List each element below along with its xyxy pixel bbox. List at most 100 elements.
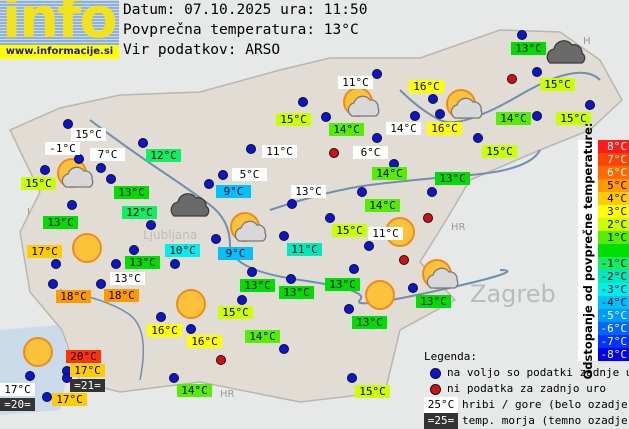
map-label-i: I xyxy=(27,207,30,218)
station-temperature: 18°C xyxy=(56,290,91,303)
station-dot-available[interactable] xyxy=(321,112,331,122)
station-dot-available[interactable] xyxy=(344,304,354,314)
station-dot-available[interactable] xyxy=(408,283,418,293)
station-dot-available[interactable] xyxy=(138,138,148,148)
scale-row: -3°C xyxy=(598,283,629,296)
station-dot-available[interactable] xyxy=(204,179,214,189)
station-dot-available[interactable] xyxy=(532,111,542,121)
station-dot-missing[interactable] xyxy=(423,213,433,223)
station-dot-available[interactable] xyxy=(42,392,52,402)
station-temperature: 15°C xyxy=(332,224,367,237)
station-dot-available[interactable] xyxy=(347,373,357,383)
station-temperature: 12°C xyxy=(146,149,181,162)
station-dot-available[interactable] xyxy=(473,133,483,143)
station-dot-available[interactable] xyxy=(349,264,359,274)
sun-icon xyxy=(171,284,211,328)
station-dot-available[interactable] xyxy=(63,119,73,129)
station-temperature: 15°C xyxy=(218,306,253,319)
scale-row: 4°C xyxy=(598,192,629,205)
station-dot-available[interactable] xyxy=(146,220,156,230)
station-temperature: 9°C xyxy=(216,185,251,198)
station-dot-available[interactable] xyxy=(106,174,116,184)
station-temperature: 14°C xyxy=(496,112,531,125)
station-dot-available[interactable] xyxy=(237,295,247,305)
station-dot-available[interactable] xyxy=(517,30,527,40)
legend-mountain-text: hribi / gore (belo ozadje) xyxy=(462,398,629,411)
station-dot-available[interactable] xyxy=(96,163,106,173)
station-dot-available[interactable] xyxy=(40,165,50,175)
station-dot-available[interactable] xyxy=(74,154,84,164)
station-dot-available[interactable] xyxy=(372,69,382,79)
data-source: Vir podatkov: ARSO xyxy=(123,42,281,58)
station-dot-missing[interactable] xyxy=(329,148,339,158)
station-temperature: 14°C xyxy=(365,199,400,212)
scale-row: -7°C xyxy=(598,335,629,348)
average-temperature: Povprečna temperatura: 13°C xyxy=(123,22,359,38)
station-dot-missing[interactable] xyxy=(216,355,226,365)
station-dot-available[interactable] xyxy=(169,373,179,383)
station-temperature: 13°C xyxy=(511,42,546,55)
station-dot-available[interactable] xyxy=(279,344,289,354)
station-temperature: 20°C xyxy=(66,350,101,363)
station-dot-available[interactable] xyxy=(170,259,180,269)
scale-row: 1°C xyxy=(598,231,629,244)
station-temperature: 13°C xyxy=(114,186,149,199)
station-dot-available[interactable] xyxy=(247,267,257,277)
scale-row: -1°C xyxy=(598,257,629,270)
station-dot-available[interactable] xyxy=(279,231,289,241)
station-dot-missing[interactable] xyxy=(507,74,517,84)
station-temperature: 10°C xyxy=(165,244,200,257)
station-temperature: 13°C xyxy=(291,185,326,198)
station-dot-available[interactable] xyxy=(246,144,256,154)
sun-cloud-icon xyxy=(52,153,100,197)
station-dot-available[interactable] xyxy=(129,245,139,255)
station-dot-available[interactable] xyxy=(62,373,72,383)
date-time: Datum: 07.10.2025 ura: 11:50 xyxy=(123,2,368,18)
station-temperature: 15°C xyxy=(71,128,106,141)
station-dot-available[interactable] xyxy=(410,111,420,121)
station-dot-available[interactable] xyxy=(372,133,382,143)
station-temperature: 13°C xyxy=(416,295,451,308)
station-dot-available[interactable] xyxy=(211,234,221,244)
station-temperature: 15°C xyxy=(355,385,390,398)
station-dot-available[interactable] xyxy=(357,187,367,197)
station-dot-available[interactable] xyxy=(298,97,308,107)
red-dot-icon xyxy=(430,383,441,395)
sun-icon xyxy=(67,228,107,272)
scale-title: Odstopanje od povprečne temperature: xyxy=(578,122,598,379)
station-dot-available[interactable] xyxy=(585,100,595,110)
scale-row: 8°C xyxy=(598,140,629,153)
station-dot-available[interactable] xyxy=(218,170,228,180)
station-temperature: 13°C xyxy=(325,278,360,291)
station-dot-available[interactable] xyxy=(156,312,166,322)
station-dot-available[interactable] xyxy=(286,274,296,284)
scale-row: -8°C xyxy=(598,348,629,361)
station-dot-available[interactable] xyxy=(96,279,106,289)
scale-row xyxy=(598,244,629,257)
legend-sea-sample: =25= xyxy=(424,413,458,429)
station-dot-available[interactable] xyxy=(67,200,77,210)
station-dot-available[interactable] xyxy=(48,279,58,289)
station-temperature: 17°C xyxy=(70,364,105,377)
station-dot-available[interactable] xyxy=(428,94,438,104)
map-label-hr: HR xyxy=(451,222,466,233)
station-dot-missing[interactable] xyxy=(399,255,409,265)
station-temperature: 14°C xyxy=(372,167,407,180)
station-dot-available[interactable] xyxy=(51,259,61,269)
station-dot-available[interactable] xyxy=(25,371,35,381)
station-dot-available[interactable] xyxy=(186,324,196,334)
station-dot-available[interactable] xyxy=(287,199,297,209)
logo[interactable]: info xyxy=(0,0,119,45)
station-temperature: 7°C xyxy=(90,148,125,161)
station-temperature: 16°C xyxy=(427,122,462,135)
station-dot-available[interactable] xyxy=(364,241,374,251)
station-dot-available[interactable] xyxy=(435,109,445,119)
station-dot-available[interactable] xyxy=(325,213,335,223)
station-dot-available[interactable] xyxy=(532,67,542,77)
legend-mountain-sample: 25°C xyxy=(424,397,458,413)
station-dot-available[interactable] xyxy=(111,259,121,269)
station-temperature: 11°C xyxy=(368,227,403,240)
logo-url-link[interactable]: www.informacije.si xyxy=(0,45,119,59)
station-dot-available[interactable] xyxy=(427,187,437,197)
